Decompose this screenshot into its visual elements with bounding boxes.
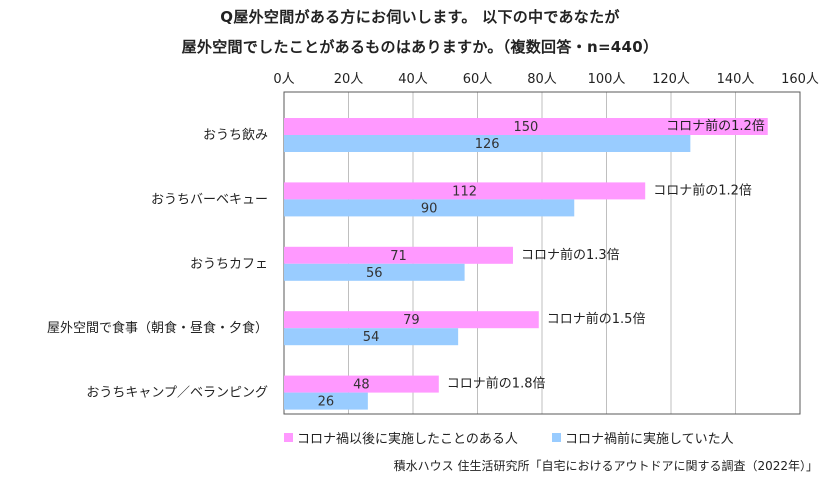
legend-swatch-before-covid — [552, 433, 561, 442]
data-label: 48 — [353, 378, 370, 393]
x-tick-label: 0人 — [273, 72, 294, 87]
category-label: おうちバーベキュー — [151, 192, 268, 207]
ratio-annotation: コロナ前の1.8倍 — [447, 376, 546, 392]
ratio-annotation: コロナ前の1.5倍 — [547, 311, 646, 327]
bar-after-covid — [284, 246, 513, 264]
data-label: 71 — [390, 249, 407, 264]
data-label: 54 — [363, 330, 380, 345]
legend-item-after-covid: コロナ禍以後に実施したことのある人 — [284, 428, 518, 447]
bar-before-covid — [284, 263, 465, 281]
x-tick-label: 140人 — [717, 72, 755, 87]
x-tick-label: 120人 — [652, 72, 690, 87]
chart-title-line2: 屋外空間でしたことがあるものはありますか。（複数回答・n=440） — [181, 38, 659, 56]
bar-before-covid — [284, 328, 459, 346]
bar-before-covid — [284, 392, 368, 410]
x-tick-label: 60人 — [463, 72, 493, 87]
ratio-annotation: コロナ前の1.2倍 — [666, 118, 765, 134]
chart-title-line1: Q屋外空間がある方にお伺いします。 以下の中であなたが — [220, 8, 620, 26]
category-label: おうち飲み — [203, 127, 268, 143]
x-tick-label: 20人 — [334, 72, 364, 87]
data-label: 112 — [452, 184, 477, 199]
data-label: 126 — [475, 137, 500, 152]
bar-after-covid — [284, 118, 768, 135]
bar-before-covid — [284, 199, 575, 217]
source-note: 積水ハウス 住生活研究所「自宅におけるアウトドアに関する調査（2022年）」 — [393, 459, 818, 473]
bar-after-covid — [284, 311, 539, 329]
x-tick-label: 40人 — [398, 72, 428, 87]
category-label: おうちキャンプ／ベランピング — [86, 386, 268, 401]
category-label: 屋外空間で食事（朝食・昼食・夕食） — [47, 320, 268, 336]
data-label: 79 — [403, 313, 420, 328]
data-label: 90 — [421, 201, 438, 216]
category-label: おうちカフェ — [190, 257, 268, 272]
bar-after-covid — [284, 182, 646, 200]
ratio-annotation: コロナ前の1.3倍 — [521, 247, 620, 263]
legend-swatch-after-covid — [284, 433, 293, 442]
bar-after-covid — [284, 375, 439, 393]
legend-label-before-covid: コロナ禍前に実施していた人 — [565, 432, 734, 447]
data-label: 56 — [366, 266, 383, 281]
x-tick-label: 100人 — [588, 72, 626, 87]
x-tick-label: 160人 — [781, 72, 819, 87]
data-label: 26 — [318, 395, 335, 410]
bar-before-covid — [284, 135, 691, 152]
data-label: 150 — [513, 120, 538, 135]
legend-item-before-covid: コロナ禍前に実施していた人 — [552, 428, 734, 447]
x-tick-label: 80人 — [527, 72, 557, 87]
ratio-annotation: コロナ前の1.2倍 — [653, 182, 752, 198]
legend-label-after-covid: コロナ禍以後に実施したことのある人 — [297, 432, 518, 447]
